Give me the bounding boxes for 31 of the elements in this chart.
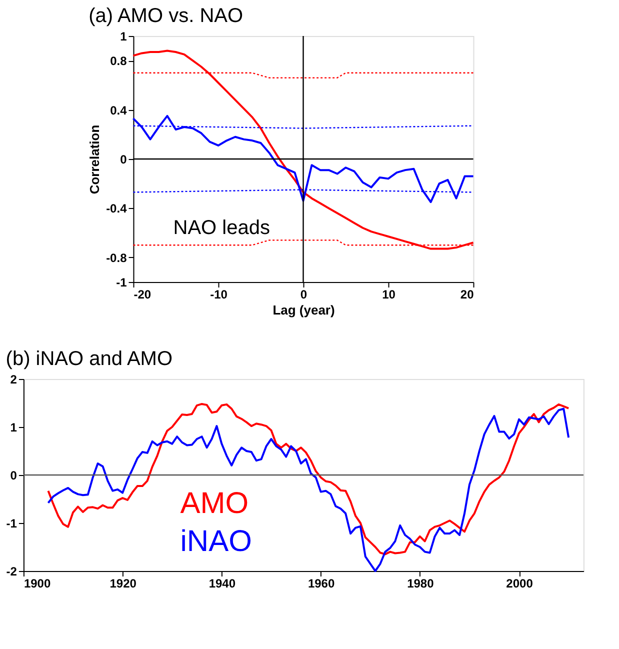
line-series (132, 114, 474, 204)
x-tick-label: 2000 (506, 576, 534, 590)
x-tick-label: 1920 (110, 576, 137, 590)
x-tick-label: 1960 (308, 576, 335, 590)
y-tick-label: -1 (6, 516, 18, 530)
y-tick-label: 0 (120, 152, 128, 166)
x-tick-label: 0 (300, 288, 308, 302)
x-tick-label: 1900 (24, 576, 51, 590)
chart-title: (b) iNAO and AMO (6, 348, 172, 370)
y-tick-label: 1 (120, 30, 128, 44)
x-tick-label: 10 (382, 288, 396, 302)
series-label: AMO (180, 486, 249, 520)
annotation: NAO leads (173, 216, 270, 239)
x-axis-title: Lag (year) (272, 302, 335, 318)
x-tick-label: 20 (460, 288, 474, 302)
y-tick-label: -0.4 (106, 202, 128, 216)
y-tick-label: -0.8 (106, 250, 128, 265)
y-tick-label: -1 (116, 276, 128, 290)
y-tick-label: 0.4 (110, 103, 128, 118)
y-tick-label: 0 (10, 468, 18, 482)
y-tick-label: 2 (10, 372, 18, 386)
y-axis-title: Correlation (87, 124, 102, 194)
text: iNAO (180, 525, 252, 558)
y-tick-label: 0.8 (110, 54, 128, 68)
x-tick-label: 1980 (407, 576, 434, 590)
x-tick-label: -20 (134, 288, 152, 302)
chart-title: (a) AMO vs. NAO (88, 5, 244, 27)
x-tick-label: 1940 (208, 576, 236, 590)
x-tick-label: -10 (210, 288, 228, 302)
y-tick-label: -2 (6, 564, 18, 578)
y-tick-label: 1 (10, 420, 18, 434)
